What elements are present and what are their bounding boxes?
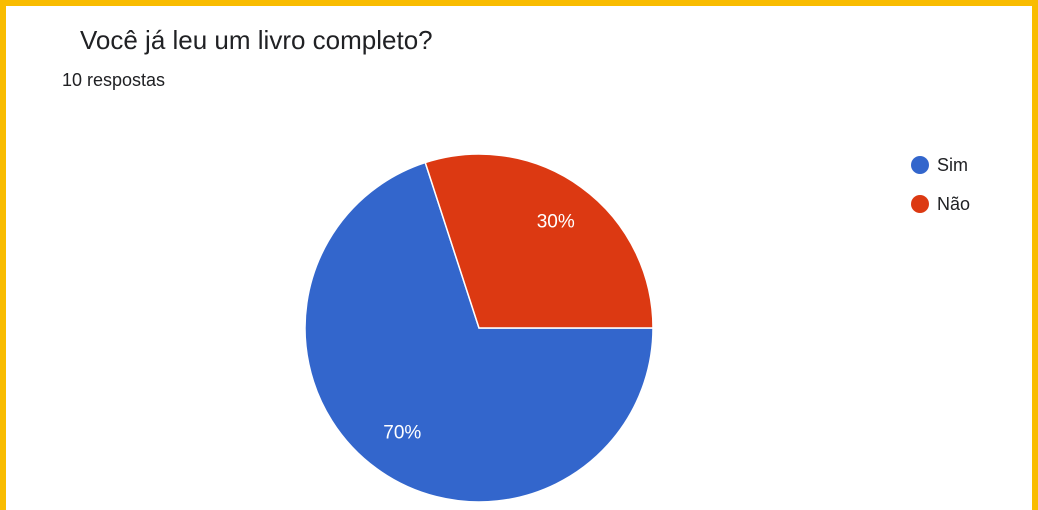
chart-title: Você já leu um livro completo? bbox=[80, 25, 433, 55]
pie-slice bbox=[304, 161, 654, 503]
slice-label: 30% bbox=[537, 211, 575, 232]
legend-label: Não bbox=[937, 194, 970, 214]
pie-slice bbox=[424, 153, 654, 329]
legend-label: Sim bbox=[937, 155, 968, 175]
response-count: 10 respostas bbox=[62, 70, 165, 90]
legend-swatch bbox=[911, 195, 929, 213]
slice-label: 70% bbox=[383, 423, 421, 444]
legend-swatch bbox=[911, 156, 929, 174]
